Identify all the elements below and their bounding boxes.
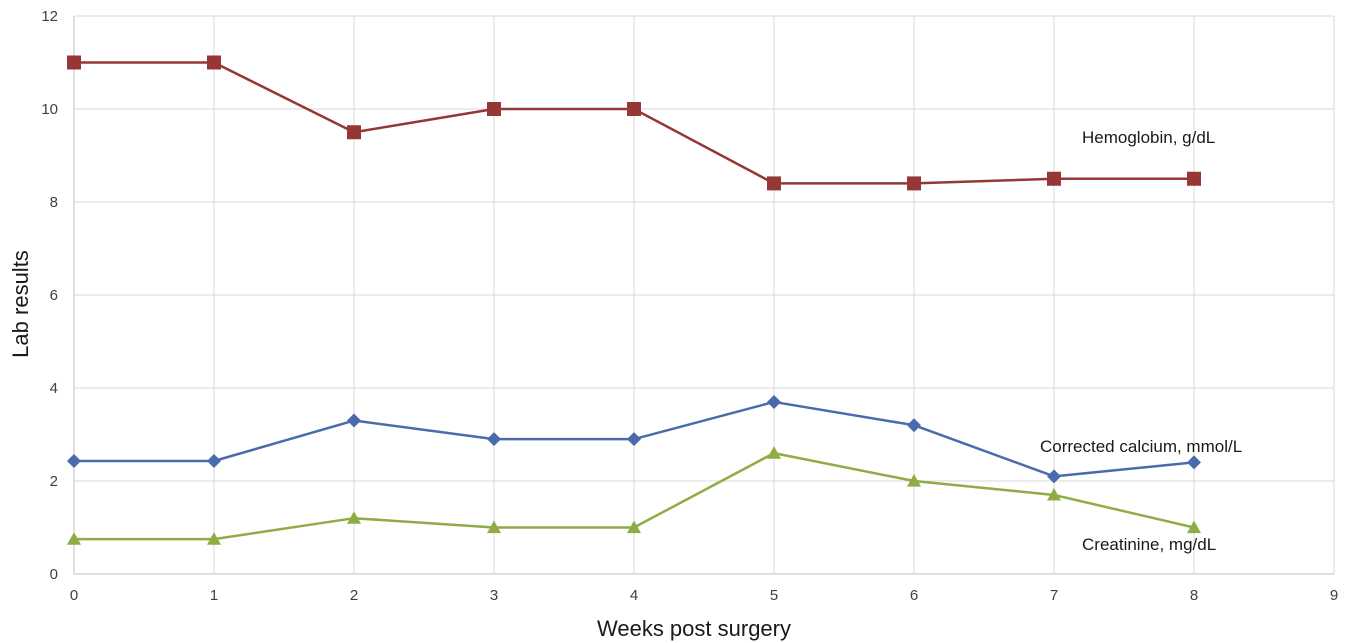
x-tick-label: 2: [350, 587, 358, 604]
y-tick-label: 2: [50, 473, 58, 490]
x-axis-title: Weeks post surgery: [597, 616, 791, 641]
x-tick-label: 9: [1330, 587, 1338, 604]
series-label: Hemoglobin, g/dL: [1082, 128, 1215, 147]
data-point: [67, 454, 81, 469]
series-0: [67, 55, 1201, 191]
data-point: [207, 55, 221, 70]
x-tick-label: 7: [1050, 587, 1058, 604]
data-point: [767, 446, 781, 459]
data-point: [907, 176, 921, 191]
y-axis-title: Lab results: [8, 250, 33, 358]
data-point: [347, 511, 361, 524]
y-tick-label: 6: [50, 287, 58, 304]
data-point: [487, 102, 501, 116]
x-tick-label: 0: [70, 587, 78, 604]
data-point: [347, 413, 361, 428]
data-point: [767, 394, 781, 409]
y-tick-label: 12: [41, 8, 58, 25]
series-label: Corrected calcium, mmol/L: [1040, 437, 1242, 456]
x-tick-label: 8: [1190, 587, 1198, 604]
series-label: Creatinine, mg/dL: [1082, 535, 1216, 554]
data-point: [1187, 171, 1201, 186]
x-tick-label: 5: [770, 587, 778, 604]
data-point: [1047, 487, 1061, 501]
data-point: [907, 474, 921, 487]
data-point: [1187, 455, 1201, 470]
data-point: [347, 125, 361, 140]
data-point: [487, 432, 501, 447]
y-tick-label: 0: [50, 566, 58, 583]
data-point: [207, 454, 221, 469]
data-point: [1187, 520, 1201, 534]
y-tick-label: 10: [41, 101, 58, 118]
data-point: [627, 432, 641, 447]
data-point: [627, 520, 641, 534]
y-tick-label: 4: [50, 380, 58, 397]
data-point: [627, 102, 641, 116]
series-labels: Hemoglobin, g/dL Corrected calcium, mmol/…: [1040, 128, 1242, 554]
x-tick-label: 3: [490, 587, 498, 604]
x-tick-label: 6: [910, 587, 918, 604]
x-tick-label: 4: [630, 587, 638, 604]
x-tick-label: 1: [210, 587, 218, 604]
series-lines: [67, 55, 1201, 545]
series-1: [67, 394, 1201, 484]
data-point: [1047, 171, 1061, 186]
data-point: [907, 418, 921, 433]
series-2: [67, 446, 1201, 545]
data-point: [767, 176, 781, 191]
data-point: [207, 532, 221, 545]
data-point: [487, 520, 501, 534]
data-point: [1047, 469, 1061, 484]
y-tick-label: 8: [50, 194, 58, 211]
data-point: [67, 532, 81, 545]
data-point: [67, 55, 81, 70]
